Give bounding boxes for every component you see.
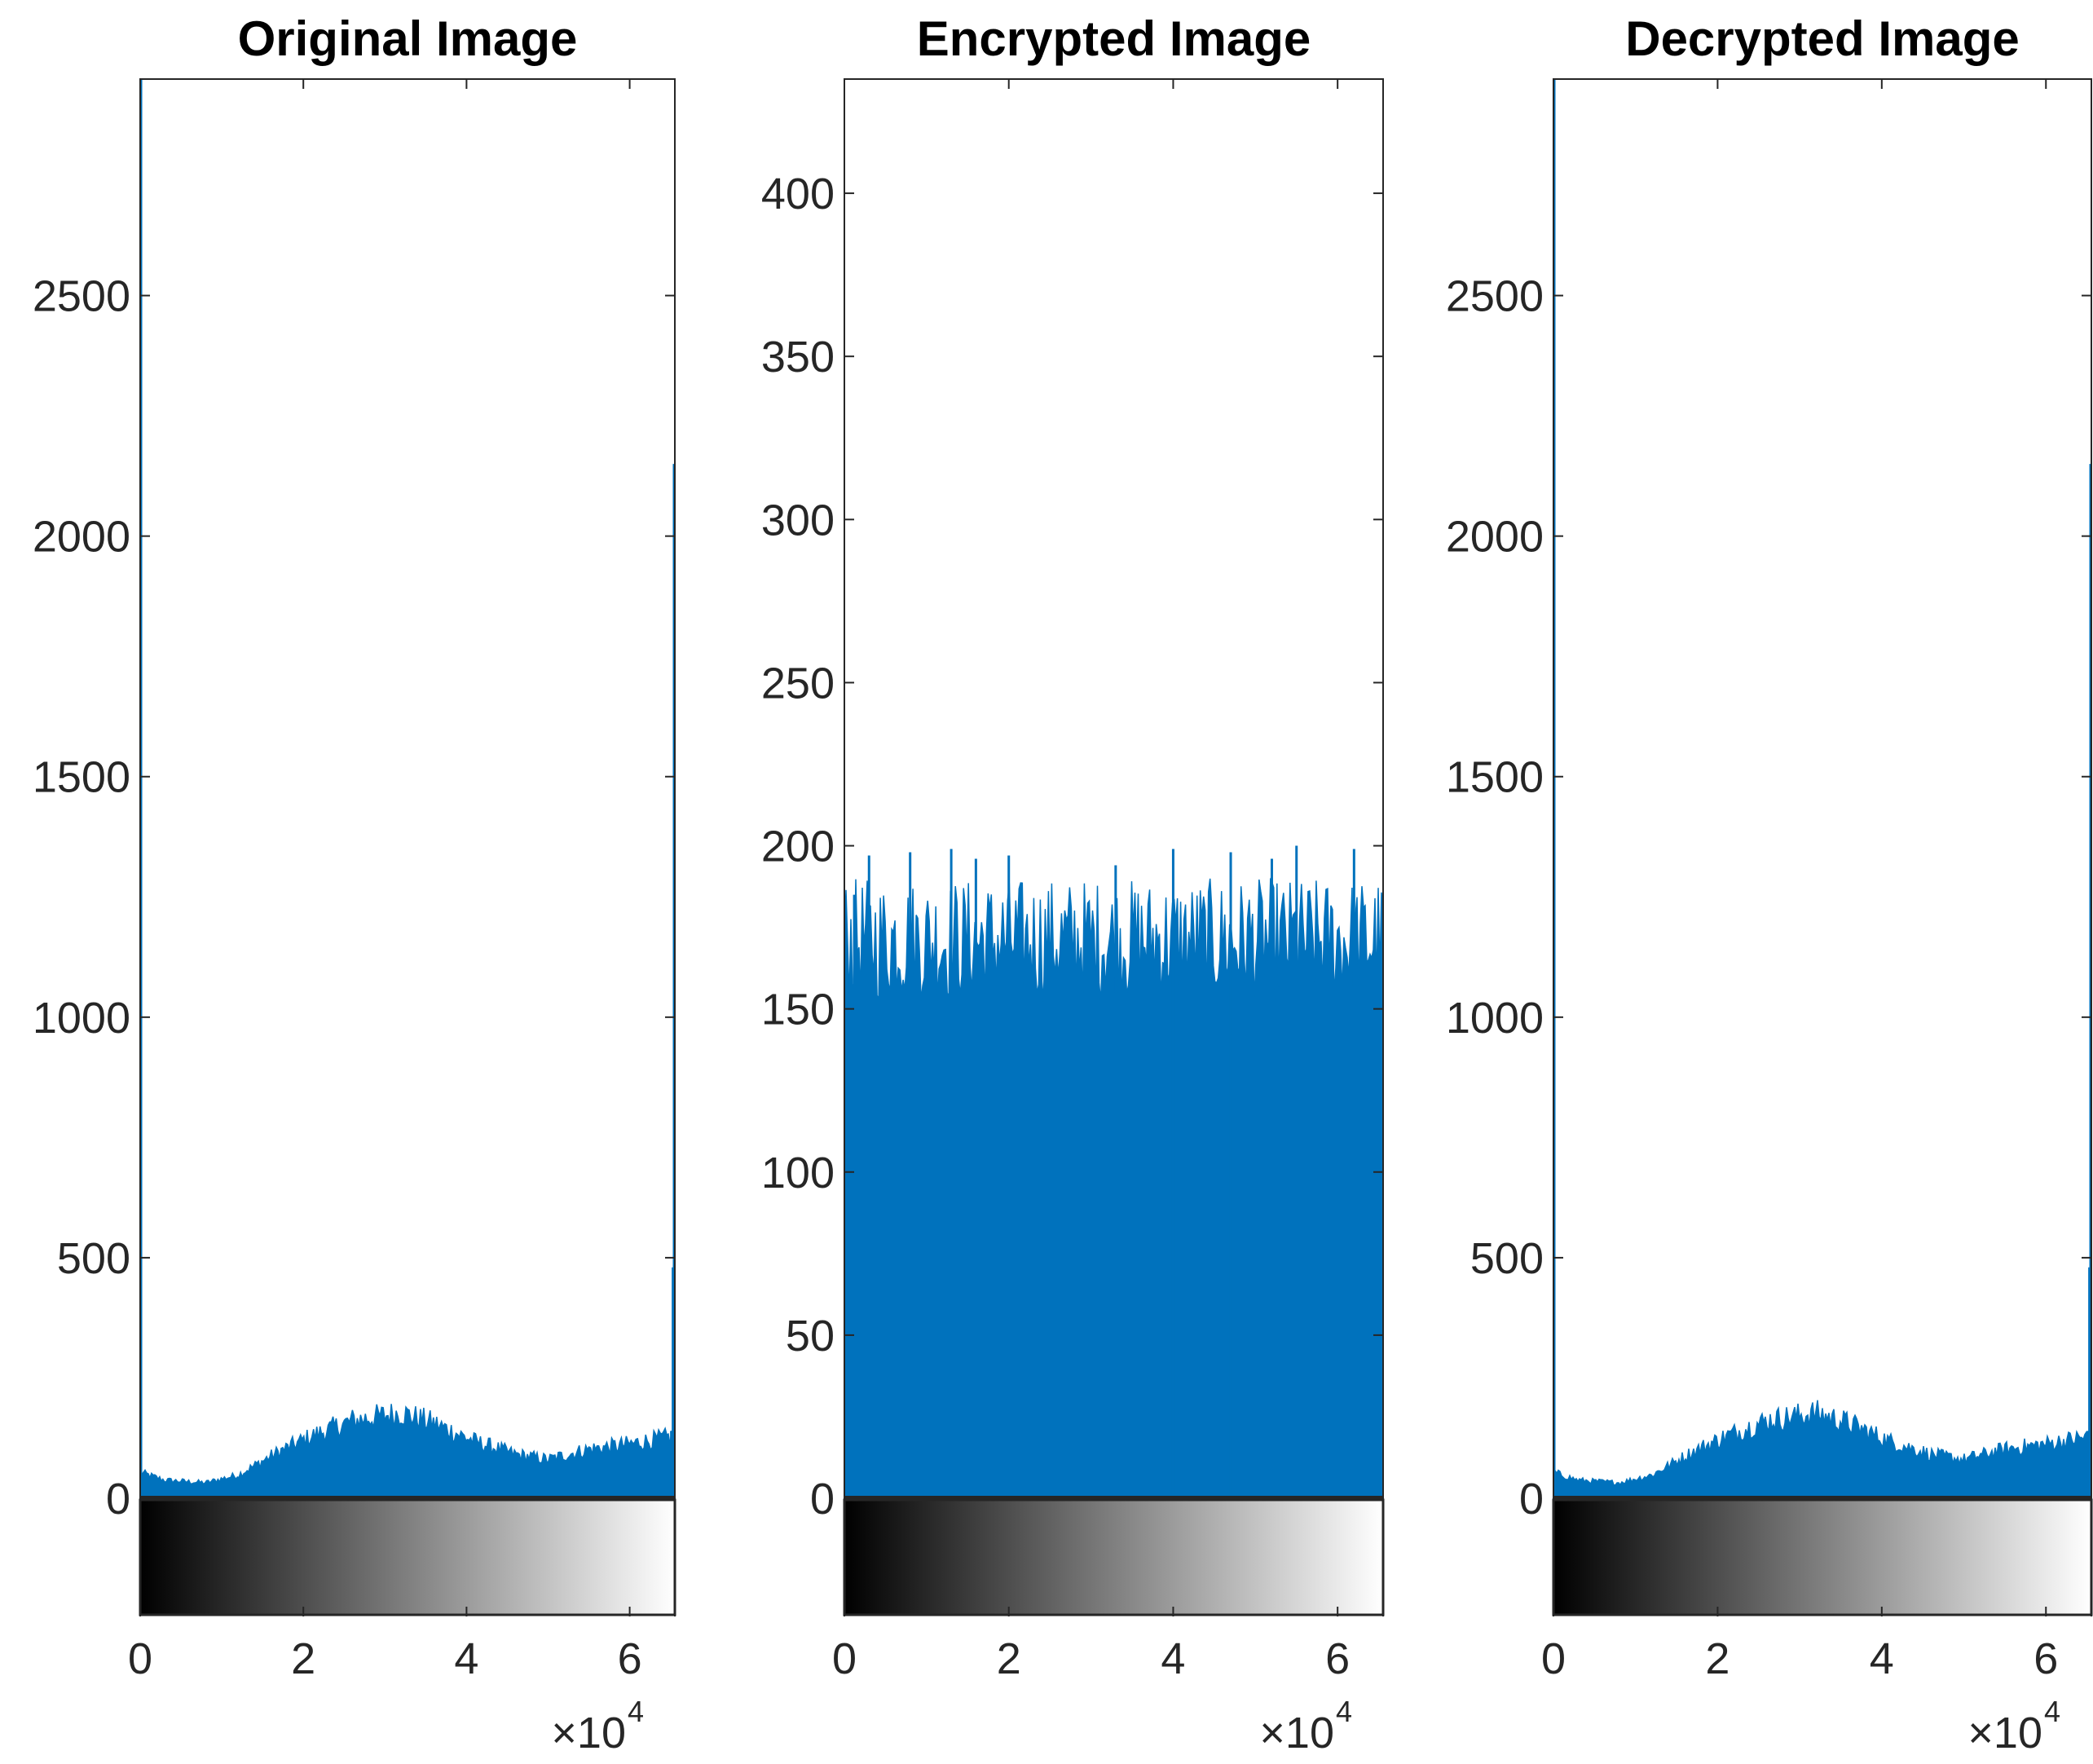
x-tick-label: 6 — [1325, 1634, 1350, 1683]
y-tick-label: 500 — [1470, 1234, 1544, 1283]
plot-area — [140, 79, 675, 1498]
plot-area — [1553, 79, 2091, 1498]
histogram-panel-2: Encrypted Image 0 50 100 150 200 250 300 350 400 0… — [761, 11, 1385, 1757]
x-axis-multiplier-exponent: 4 — [628, 1695, 644, 1728]
y-tick-label: 1500 — [33, 753, 130, 802]
x-tick-label: 6 — [618, 1634, 642, 1683]
y-tick-label: 1000 — [1446, 994, 1544, 1043]
y-tick-label: 50 — [786, 1312, 835, 1360]
y-tick-label: 0 — [810, 1475, 835, 1524]
x-tick-label: 0 — [1541, 1634, 1566, 1683]
x-axis-multiplier-exponent: 4 — [2044, 1695, 2060, 1728]
x-tick-label: 6 — [2034, 1634, 2058, 1683]
y-tick-label: 300 — [761, 496, 835, 545]
y-tick-label: 1500 — [1446, 753, 1544, 802]
chart-title: Decrypted Image — [1625, 11, 2020, 66]
y-tick-label: 400 — [761, 170, 835, 218]
histogram-panel-3: Decrypted Image 0 500 1000 1500 2000 2500 0 2 4 6 ×… — [1446, 11, 2093, 1757]
y-tick-label: 2000 — [1446, 513, 1544, 562]
y-tick-label: 250 — [761, 659, 835, 708]
x-tick-label: 4 — [1161, 1634, 1185, 1683]
x-tick-label: 2 — [291, 1634, 315, 1683]
y-tick-label: 200 — [761, 822, 835, 871]
x-axis-multiplier: ×10 — [1967, 1709, 2042, 1757]
histogram-body — [139, 1404, 676, 1499]
chart-title: Encrypted Image — [917, 11, 1311, 66]
x-tick-label: 4 — [1870, 1634, 1894, 1683]
histogram-body — [844, 877, 1384, 1499]
x-tick-label: 4 — [454, 1634, 478, 1683]
y-tick-label: 2500 — [33, 272, 130, 321]
y-tick-label: 0 — [106, 1475, 130, 1524]
y-tick-label: 2500 — [1446, 272, 1544, 321]
y-tick-label: 0 — [1519, 1475, 1544, 1524]
y-tick-label: 350 — [761, 333, 835, 381]
y-tick-label: 100 — [761, 1149, 835, 1197]
x-axis-multiplier: ×10 — [551, 1709, 626, 1757]
x-tick-label: 2 — [997, 1634, 1021, 1683]
x-tick-label: 0 — [832, 1634, 857, 1683]
y-tick-label: 500 — [57, 1234, 130, 1283]
histogram-panel-1: Original Image 0 500 1000 1500 2000 2500 0 2 4 6 ×1… — [33, 11, 676, 1757]
x-tick-label: 2 — [1705, 1634, 1729, 1683]
x-tick-label: 0 — [128, 1634, 152, 1683]
x-axis-multiplier: ×10 — [1259, 1709, 1334, 1757]
colorbar — [139, 1498, 676, 1616]
y-tick-label: 150 — [761, 986, 835, 1034]
histogram-body — [1553, 1400, 2092, 1499]
colorbar — [1552, 1498, 2093, 1616]
y-tick-label: 1000 — [33, 994, 130, 1043]
chart-title: Original Image — [238, 11, 578, 66]
colorbar — [843, 1498, 1385, 1616]
y-tick-label: 2000 — [33, 513, 130, 562]
x-axis-multiplier-exponent: 4 — [1336, 1695, 1352, 1728]
